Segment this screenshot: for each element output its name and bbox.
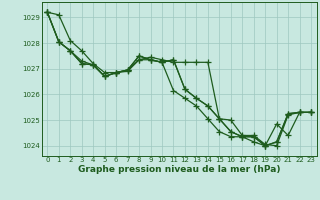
X-axis label: Graphe pression niveau de la mer (hPa): Graphe pression niveau de la mer (hPa) [78,165,280,174]
